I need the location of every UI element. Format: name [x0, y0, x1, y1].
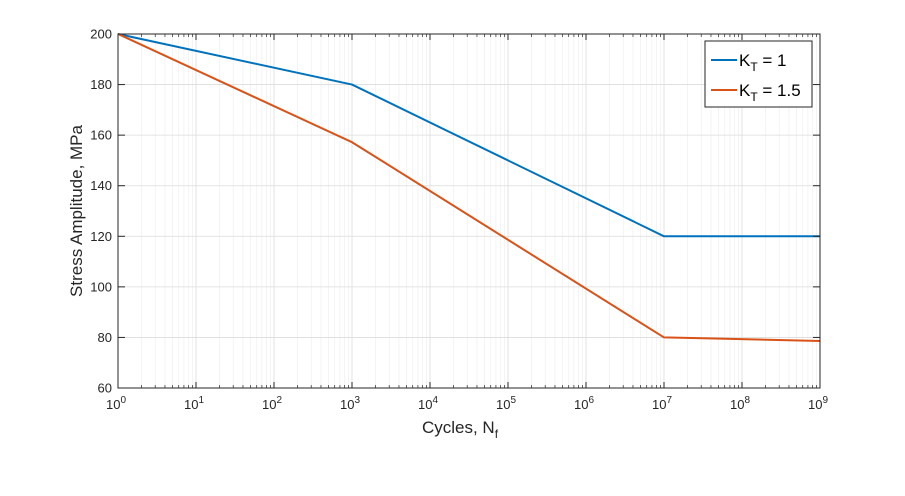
x-tick-label: 106: [574, 395, 594, 412]
x-tick-label: 101: [184, 395, 204, 412]
plot-area: [118, 34, 820, 388]
y-axis-title: Stress Amplitude, MPa: [67, 124, 86, 297]
series-line-kt-1: [117, 33, 820, 238]
x-tick-label: 108: [730, 395, 750, 412]
x-tick-label: 100: [106, 395, 126, 412]
y-tick-label: 140: [90, 178, 112, 193]
x-tick-label: 107: [652, 395, 672, 412]
y-tick-label: 100: [90, 279, 112, 294]
legend: KT = 1 KT = 1.5: [704, 40, 813, 108]
x-tick-label: 105: [496, 395, 516, 412]
y-tick-labels: 60 80 100 120 140 160 180 200: [90, 27, 112, 396]
x-tick-label: 102: [262, 395, 282, 412]
x-tick-label: 103: [340, 395, 360, 412]
x-tick-label: 104: [418, 395, 438, 412]
legend-box: [704, 40, 813, 108]
y-tick-label: 200: [90, 27, 112, 42]
y-tick-label: 180: [90, 77, 112, 92]
legend-label-kt-1: KT = 1: [739, 51, 787, 74]
y-tick-label: 60: [98, 381, 112, 396]
series-layer: [117, 33, 821, 342]
series-line-kt-1-5: [117, 33, 821, 342]
legend-label-kt-1-5: KT = 1.5: [739, 81, 801, 104]
y-tick-label: 160: [90, 128, 112, 143]
x-tick-labels: 100 101 102 103 104 105 106 107 108 109: [106, 395, 828, 412]
ticks-layer: [117, 33, 821, 389]
y-tick-label: 80: [98, 330, 112, 345]
x-axis-title: Cycles, Nf: [422, 418, 499, 441]
axes-box: [117, 33, 821, 389]
x-tick-label: 109: [808, 395, 828, 412]
y-tick-label: 120: [90, 229, 112, 244]
minor-grid: [141, 34, 817, 388]
